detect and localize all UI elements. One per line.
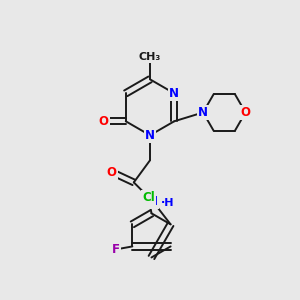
Text: CH₃: CH₃ — [139, 52, 161, 62]
Text: O: O — [107, 166, 117, 178]
Text: O: O — [99, 115, 109, 128]
Text: N: N — [198, 106, 208, 119]
Text: O: O — [241, 106, 250, 119]
Text: N: N — [169, 87, 179, 100]
Text: N: N — [145, 129, 155, 142]
Text: Cl: Cl — [142, 190, 155, 204]
Text: F: F — [112, 243, 120, 256]
Text: N: N — [148, 195, 158, 208]
Text: ·H: ·H — [161, 198, 175, 208]
